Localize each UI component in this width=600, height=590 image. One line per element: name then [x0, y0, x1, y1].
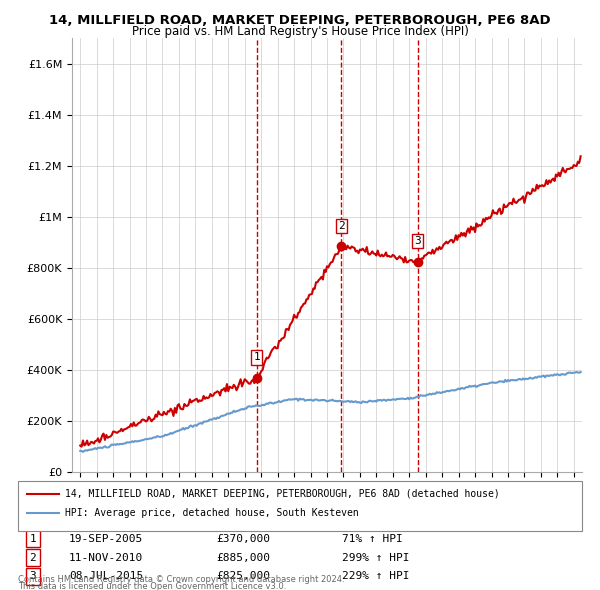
Text: 1: 1 — [253, 352, 260, 362]
Text: 08-JUL-2015: 08-JUL-2015 — [69, 572, 143, 581]
Text: This data is licensed under the Open Government Licence v3.0.: This data is licensed under the Open Gov… — [18, 582, 286, 590]
Text: HPI: Average price, detached house, South Kesteven: HPI: Average price, detached house, Sout… — [65, 509, 359, 518]
Text: 229% ↑ HPI: 229% ↑ HPI — [342, 572, 409, 581]
Text: 299% ↑ HPI: 299% ↑ HPI — [342, 553, 409, 562]
Text: £370,000: £370,000 — [216, 534, 270, 543]
Text: £825,000: £825,000 — [216, 572, 270, 581]
Text: 71% ↑ HPI: 71% ↑ HPI — [342, 534, 403, 543]
Text: 2: 2 — [338, 221, 344, 231]
Text: 3: 3 — [29, 572, 37, 581]
Text: 1: 1 — [29, 534, 37, 543]
Text: 14, MILLFIELD ROAD, MARKET DEEPING, PETERBOROUGH, PE6 8AD: 14, MILLFIELD ROAD, MARKET DEEPING, PETE… — [49, 14, 551, 27]
Text: 19-SEP-2005: 19-SEP-2005 — [69, 534, 143, 543]
Text: Price paid vs. HM Land Registry's House Price Index (HPI): Price paid vs. HM Land Registry's House … — [131, 25, 469, 38]
Text: £885,000: £885,000 — [216, 553, 270, 562]
Text: Contains HM Land Registry data © Crown copyright and database right 2024.: Contains HM Land Registry data © Crown c… — [18, 575, 344, 584]
Text: 14, MILLFIELD ROAD, MARKET DEEPING, PETERBOROUGH, PE6 8AD (detached house): 14, MILLFIELD ROAD, MARKET DEEPING, PETE… — [65, 489, 500, 499]
Text: 3: 3 — [415, 236, 421, 246]
Text: 11-NOV-2010: 11-NOV-2010 — [69, 553, 143, 562]
Text: 2: 2 — [29, 553, 37, 562]
